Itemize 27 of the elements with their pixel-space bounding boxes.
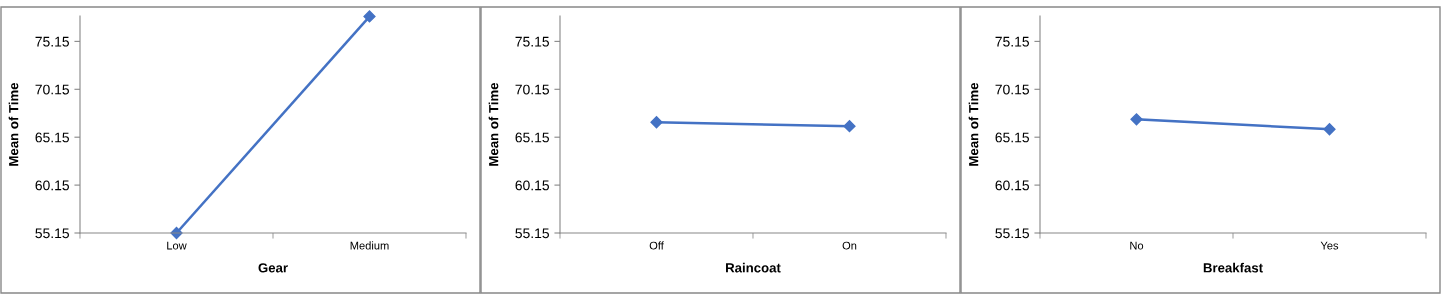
x-axis-title: Gear — [258, 263, 288, 273]
y-tick-label: 55.15 — [995, 228, 1029, 239]
x-tick-label: Yes — [1320, 241, 1339, 250]
y-tick-label: 55.15 — [35, 228, 69, 239]
y-tick-label: 65.15 — [995, 132, 1029, 143]
x-tick-label: Off — [649, 241, 664, 250]
y-tick-label: 70.15 — [35, 84, 69, 95]
x-axis-title: Raincoat — [726, 262, 781, 273]
y-tick-label: 60.15 — [35, 180, 69, 191]
y-tick-label: 75.15 — [515, 36, 549, 47]
y-tick-label: 65.15 — [35, 132, 69, 143]
y-tick-label: 60.15 — [995, 180, 1029, 191]
y-tick-label: 70.15 — [995, 84, 1029, 95]
x-tick-label: Low — [167, 241, 187, 250]
x-axis-title: Breakfast — [1203, 262, 1263, 273]
y-axis-title: Mean of Time — [488, 82, 499, 166]
x-tick-label: No — [1130, 241, 1144, 250]
y-tick-label: 75.15 — [35, 36, 69, 47]
y-tick-label: 75.15 — [995, 36, 1029, 47]
y-axis-title: Mean of Time — [968, 82, 979, 166]
x-tick-label: On — [842, 241, 857, 250]
y-tick-label: 60.15 — [515, 180, 549, 191]
y-tick-label: 55.15 — [515, 228, 549, 239]
x-tick-label: Medium — [350, 241, 389, 250]
y-axis-title: Mean of Time — [8, 82, 19, 166]
y-tick-label: 70.15 — [515, 84, 549, 95]
y-tick-label: 65.15 — [515, 132, 549, 143]
